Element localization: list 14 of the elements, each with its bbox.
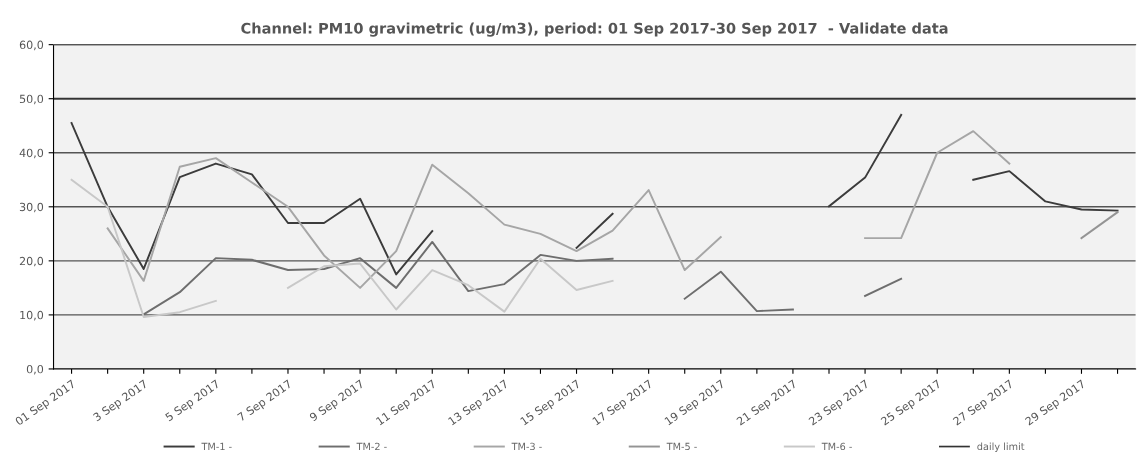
- y-tick-label: 50,0: [19, 94, 44, 105]
- legend-label: daily limit: [977, 442, 1025, 452]
- y-tick-label: 20,0: [19, 256, 44, 267]
- y-tick-label: 10,0: [20, 310, 44, 321]
- legend-label: TM-5 -: [666, 442, 697, 451]
- y-tick-label: 30,0: [19, 202, 44, 213]
- legend-label: TM-2 -: [356, 442, 387, 450]
- y-tick-label: 0,0: [26, 364, 44, 375]
- legend-label: TM-1 -: [201, 442, 232, 450]
- chart-title: Channel: PM10 gravimetric (ug/m3), period: 01 Sep 2017-30 Sep 2017 - Validate data: [241, 22, 948, 37]
- y-tick-label: 60,0: [19, 40, 44, 51]
- y-tick-label: 40,0: [19, 148, 44, 159]
- legend-label: TM-6 -: [821, 442, 852, 451]
- legend-label: TM-3 -: [511, 442, 542, 451]
